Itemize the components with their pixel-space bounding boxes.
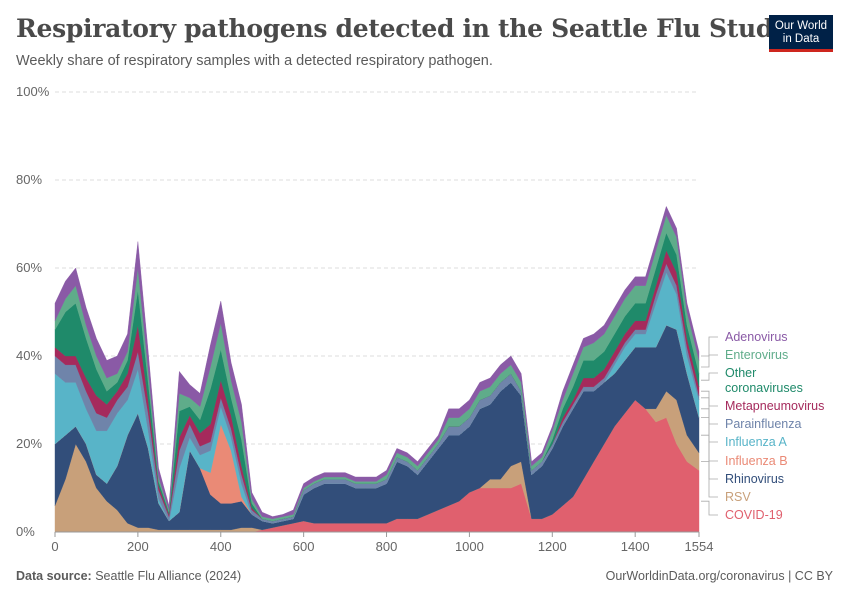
legend-label-metapneumovirus[interactable]: Metapneumovirus <box>725 399 824 413</box>
chart-subtitle: Weekly share of respiratory samples with… <box>16 53 493 69</box>
y-tick-label: 80% <box>16 172 42 187</box>
legend-connector <box>701 390 718 407</box>
x-tick-label: 1400 <box>621 539 650 554</box>
legend-label-rhinovirus[interactable]: Rhinovirus <box>725 472 784 486</box>
axes: 0% 20% 40% 60% 80% 100% 0 200 400 600 800 1000 1200 1… <box>16 84 713 554</box>
data-source: Data source: Seattle Flu Alliance (2024) <box>16 569 241 583</box>
legend-connector <box>701 434 718 480</box>
x-tick-label: 1554 <box>685 539 714 554</box>
y-tick-label: 20% <box>16 436 42 451</box>
legend-connector <box>701 408 718 443</box>
legend: Adenovirus Enterovirus Other coronaviruses M… <box>701 330 824 522</box>
chart-title: Respiratory pathogens detected in the Se… <box>16 14 788 43</box>
legend-label-parainfluenza[interactable]: Parainfluenza <box>725 417 801 431</box>
legend-label-other-coronaviruses[interactable]: Other coronaviruses <box>725 366 803 395</box>
logo-line-1: Our World <box>774 20 828 32</box>
x-tick-label: 200 <box>127 539 149 554</box>
legend-connector <box>701 354 718 368</box>
legend-connector <box>701 461 718 498</box>
legend-label-enterovirus[interactable]: Enterovirus <box>725 348 788 362</box>
gridlines <box>55 91 699 445</box>
y-tick-label: 100% <box>16 84 50 99</box>
x-tick-label: 800 <box>376 539 398 554</box>
owid-logo[interactable]: Our World in Data <box>769 15 833 52</box>
x-tick-label: 400 <box>210 539 232 554</box>
y-tick-label: 0% <box>16 524 35 539</box>
x-tick-label: 1000 <box>455 539 484 554</box>
legend-label-covid-19[interactable]: COVID-19 <box>725 508 783 522</box>
legend-label-influenza-a[interactable]: Influenza A <box>725 435 788 449</box>
data-source-label: Data source: <box>16 569 92 583</box>
logo-line-2: in Data <box>782 33 820 45</box>
data-source-text[interactable]: Seattle Flu Alliance (2024) <box>95 569 242 583</box>
legend-connector <box>701 397 718 425</box>
legend-connector <box>701 500 718 516</box>
x-tick-label: 1200 <box>538 539 567 554</box>
area-adenovirus[interactable] <box>54 205 700 520</box>
legend-label-rsv[interactable]: RSV <box>725 490 751 504</box>
y-tick-label: 60% <box>16 260 42 275</box>
legend-label-influenza-b[interactable]: Influenza B <box>725 454 788 468</box>
legend-label-adenovirus[interactable]: Adenovirus <box>725 330 788 344</box>
credit-link[interactable]: OurWorldinData.org/coronavirus | CC BY <box>605 569 833 583</box>
legend-connector <box>701 336 718 357</box>
y-tick-label: 40% <box>16 348 42 363</box>
area-layers <box>54 205 700 533</box>
legend-connector <box>701 372 718 381</box>
x-tick-label: 0 <box>51 539 58 554</box>
x-tick-label: 600 <box>293 539 315 554</box>
